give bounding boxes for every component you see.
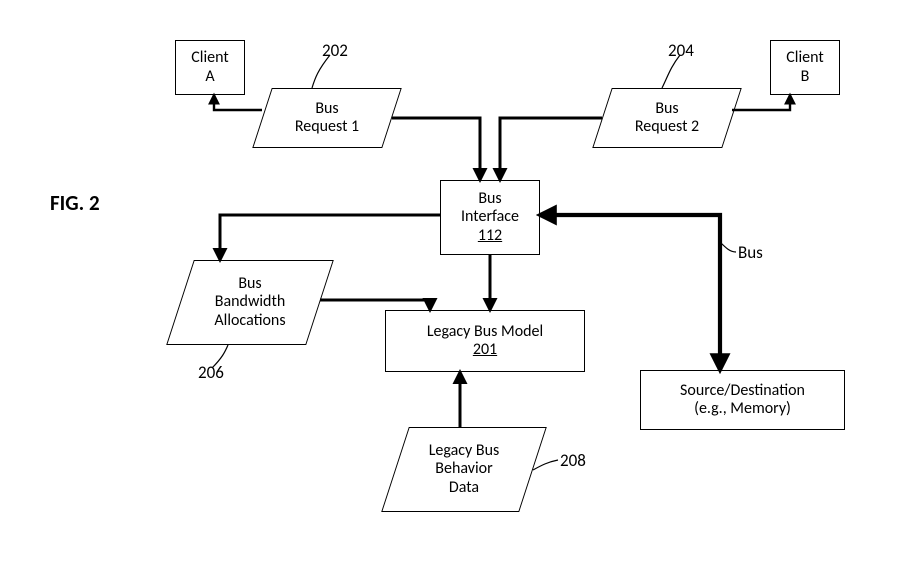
node-bus-interface: Bus Interface 112: [440, 180, 540, 255]
label-line1: Bus: [238, 275, 261, 293]
node-bus-bandwidth-allocations: Bus Bandwidth Allocations: [166, 260, 334, 345]
label-line3: Data: [449, 479, 479, 497]
ref-204: 204: [668, 40, 694, 61]
ref-202: 202: [322, 40, 348, 61]
ref-208: 208: [560, 450, 586, 471]
label-line3: 112: [478, 227, 502, 245]
label-line3: Allocations: [214, 312, 285, 330]
label-line2: (e.g., Memory): [694, 400, 791, 418]
figure-label: FIG. 2: [50, 190, 100, 216]
edge-l4: [533, 460, 558, 470]
label-line2: 201: [473, 341, 497, 359]
label-line2: Behavior: [435, 460, 492, 478]
edge-e6: [320, 300, 430, 310]
node-legacy-bus-model: Legacy Bus Model 201: [385, 310, 585, 372]
edge-e3: [392, 118, 480, 180]
label-line2: Request 2: [635, 118, 699, 136]
node-legacy-bus-behavior-data: Legacy Bus Behavior Data: [381, 427, 547, 512]
node-client-a: Client A: [175, 40, 245, 95]
label-line2: A: [205, 68, 214, 86]
label-line2: Request 1: [295, 118, 359, 136]
label-line2: Interface: [461, 208, 519, 226]
label-line1: Bus: [655, 100, 678, 118]
edge-e5: [220, 215, 440, 260]
edge-l5: [720, 242, 736, 252]
node-bus-request-1: Bus Request 1: [252, 88, 401, 148]
node-source-destination: Source/Destination (e.g., Memory): [640, 370, 845, 430]
label-line1: Legacy Bus Model: [427, 323, 543, 341]
ref-206: 206: [198, 362, 224, 383]
label-line2: B: [801, 68, 810, 86]
edge-e4: [500, 118, 602, 180]
label-line1: Bus: [478, 190, 501, 208]
node-client-b: Client B: [770, 40, 840, 95]
label-line1: Legacy Bus: [429, 442, 500, 460]
edge-e1: [214, 95, 262, 110]
label-line1: Client: [786, 49, 823, 67]
diagram-canvas: FIG. 2 Client A Client B Bus Request 1 2…: [0, 0, 900, 562]
edge-e2: [732, 95, 790, 110]
label-line2: Bandwidth: [215, 293, 285, 311]
node-bus-request-2: Bus Request 2: [592, 88, 741, 148]
label-line1: Source/Destination: [680, 382, 805, 400]
label-line1: Bus: [315, 100, 338, 118]
label-line1: Client: [191, 49, 228, 67]
bus-annotation: Bus: [738, 242, 763, 263]
